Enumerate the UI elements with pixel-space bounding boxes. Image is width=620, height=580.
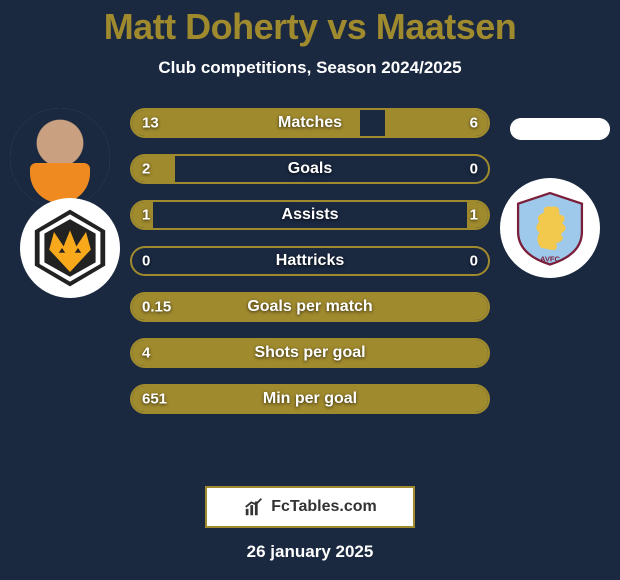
avfc-icon: AVFC xyxy=(512,190,588,266)
page-title: Matt Doherty vs Maatsen xyxy=(0,0,620,48)
stat-label: Min per goal xyxy=(263,390,357,408)
stat-value-left: 1 xyxy=(142,207,150,224)
stat-row: 0 0 Hattricks xyxy=(130,246,490,276)
club-logo-left xyxy=(20,198,120,298)
stat-fill-left xyxy=(132,156,175,182)
stat-value-left: 0 xyxy=(142,253,150,270)
player-avatar-right xyxy=(510,118,610,140)
stat-value-right: 6 xyxy=(470,115,478,132)
stat-label: Hattricks xyxy=(276,252,344,270)
comparison-main: AVFC 13 6 Matches 2 0 Goals 1 1 Assists 0 0 Hattric… xyxy=(0,108,620,468)
stat-label: Goals per match xyxy=(247,298,372,316)
stat-value-right: 1 xyxy=(470,207,478,224)
stat-row: 2 0 Goals xyxy=(130,154,490,184)
stat-label: Goals xyxy=(288,160,332,178)
stat-row: 13 6 Matches xyxy=(130,108,490,138)
stat-row: 651 Min per goal xyxy=(130,384,490,414)
page-subtitle: Club competitions, Season 2024/2025 xyxy=(0,58,620,78)
stat-value-right: 0 xyxy=(470,161,478,178)
stat-label: Assists xyxy=(282,206,339,224)
stat-label: Matches xyxy=(278,114,342,132)
footer-brand: FcTables.com xyxy=(205,486,415,528)
stat-value-left: 2 xyxy=(142,161,150,178)
player-avatar-left xyxy=(10,108,110,208)
avatar-placeholder-icon xyxy=(10,108,110,208)
stat-label: Shots per goal xyxy=(254,344,365,362)
stat-value-left: 0.15 xyxy=(142,299,171,316)
footer-brand-text: FcTables.com xyxy=(271,498,377,516)
stat-row: 4 Shots per goal xyxy=(130,338,490,368)
stat-value-left: 651 xyxy=(142,391,167,408)
svg-text:AVFC: AVFC xyxy=(540,254,561,263)
stat-value-left: 4 xyxy=(142,345,150,362)
wolves-icon xyxy=(30,208,110,288)
chart-icon xyxy=(243,496,265,518)
stat-row: 0.15 Goals per match xyxy=(130,292,490,322)
club-logo-right: AVFC xyxy=(500,178,600,278)
stat-value-right: 0 xyxy=(470,253,478,270)
stat-row: 1 1 Assists xyxy=(130,200,490,230)
footer-date: 26 january 2025 xyxy=(0,542,620,562)
stat-bars: 13 6 Matches 2 0 Goals 1 1 Assists 0 0 Hattricks 0.1… xyxy=(130,108,490,414)
stat-value-left: 13 xyxy=(142,115,159,132)
